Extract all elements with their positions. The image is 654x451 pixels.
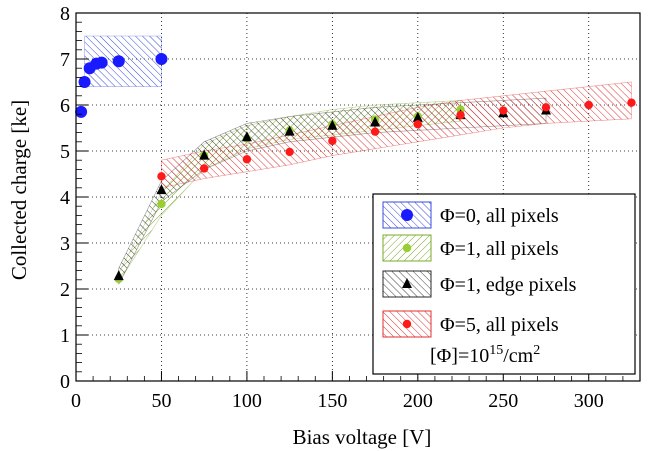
y-tick-label: 6	[60, 95, 70, 117]
y-tick-label: 3	[60, 233, 70, 255]
x-tick-label: 0	[71, 390, 81, 412]
legend: Φ=0, all pixels Φ=1, all pixels Φ=1, edge …	[372, 193, 636, 375]
legend-marker	[402, 319, 412, 329]
legend-marker	[402, 243, 412, 253]
y-tick-labels: 0 1 2 3 4 5 6 7 8	[60, 3, 70, 393]
y-tick-label: 7	[60, 49, 70, 71]
data-point	[370, 127, 380, 136]
data-point	[627, 98, 636, 107]
data-point	[112, 55, 125, 68]
data-point	[242, 155, 252, 164]
data-point	[75, 105, 88, 118]
data-point	[327, 119, 338, 130]
data-point	[412, 111, 423, 122]
y-tick-label: 5	[60, 141, 70, 163]
data-point	[95, 56, 108, 69]
data-point	[241, 131, 252, 142]
legend-entry-label: Φ=1, all pixels	[440, 238, 559, 260]
data-point	[499, 106, 508, 115]
legend-marker	[401, 209, 413, 221]
data-point	[284, 125, 295, 136]
data-point	[78, 76, 91, 88]
data-point	[155, 53, 168, 65]
data-point	[157, 172, 166, 181]
data-points	[75, 53, 636, 284]
x-tick-labels: 0 50 100 150 200 250 300	[71, 390, 604, 412]
y-tick-label: 8	[60, 3, 70, 25]
data-point	[199, 149, 210, 160]
legend-fluence-unit: [Φ]=1015/cm2	[430, 343, 540, 367]
legend-entry-label: Φ=1, edge pixels	[440, 274, 577, 296]
x-tick-label: 250	[488, 390, 518, 412]
data-point	[456, 110, 465, 120]
y-axis-title: Collected charge [ke]	[7, 100, 31, 280]
legend-marker	[402, 278, 412, 288]
data-point	[157, 199, 166, 209]
x-axis-title: Bias voltage [V]	[293, 425, 432, 449]
x-tick-label: 100	[232, 390, 262, 412]
legend-entry-label: Φ=5, all pixels	[440, 314, 559, 336]
axis-ticks	[75, 12, 624, 382]
y-tick-label: 0	[60, 371, 70, 393]
data-point	[541, 103, 551, 112]
data-point	[413, 120, 423, 129]
x-tick-label: 300	[574, 390, 604, 412]
data-point	[199, 164, 209, 173]
x-tick-label: 200	[403, 390, 433, 412]
y-tick-label: 1	[60, 325, 70, 347]
x-tick-label: 150	[317, 390, 347, 412]
data-point	[113, 270, 124, 281]
y-tick-label: 4	[60, 187, 70, 209]
data-point	[328, 136, 337, 146]
legend-entry-label: Φ=0, all pixels	[440, 205, 559, 227]
y-tick-label: 2	[60, 279, 70, 301]
data-point	[370, 116, 381, 127]
data-point	[584, 100, 593, 110]
data-point	[285, 147, 294, 157]
x-tick-label: 50	[151, 390, 171, 412]
data-point	[156, 184, 167, 195]
